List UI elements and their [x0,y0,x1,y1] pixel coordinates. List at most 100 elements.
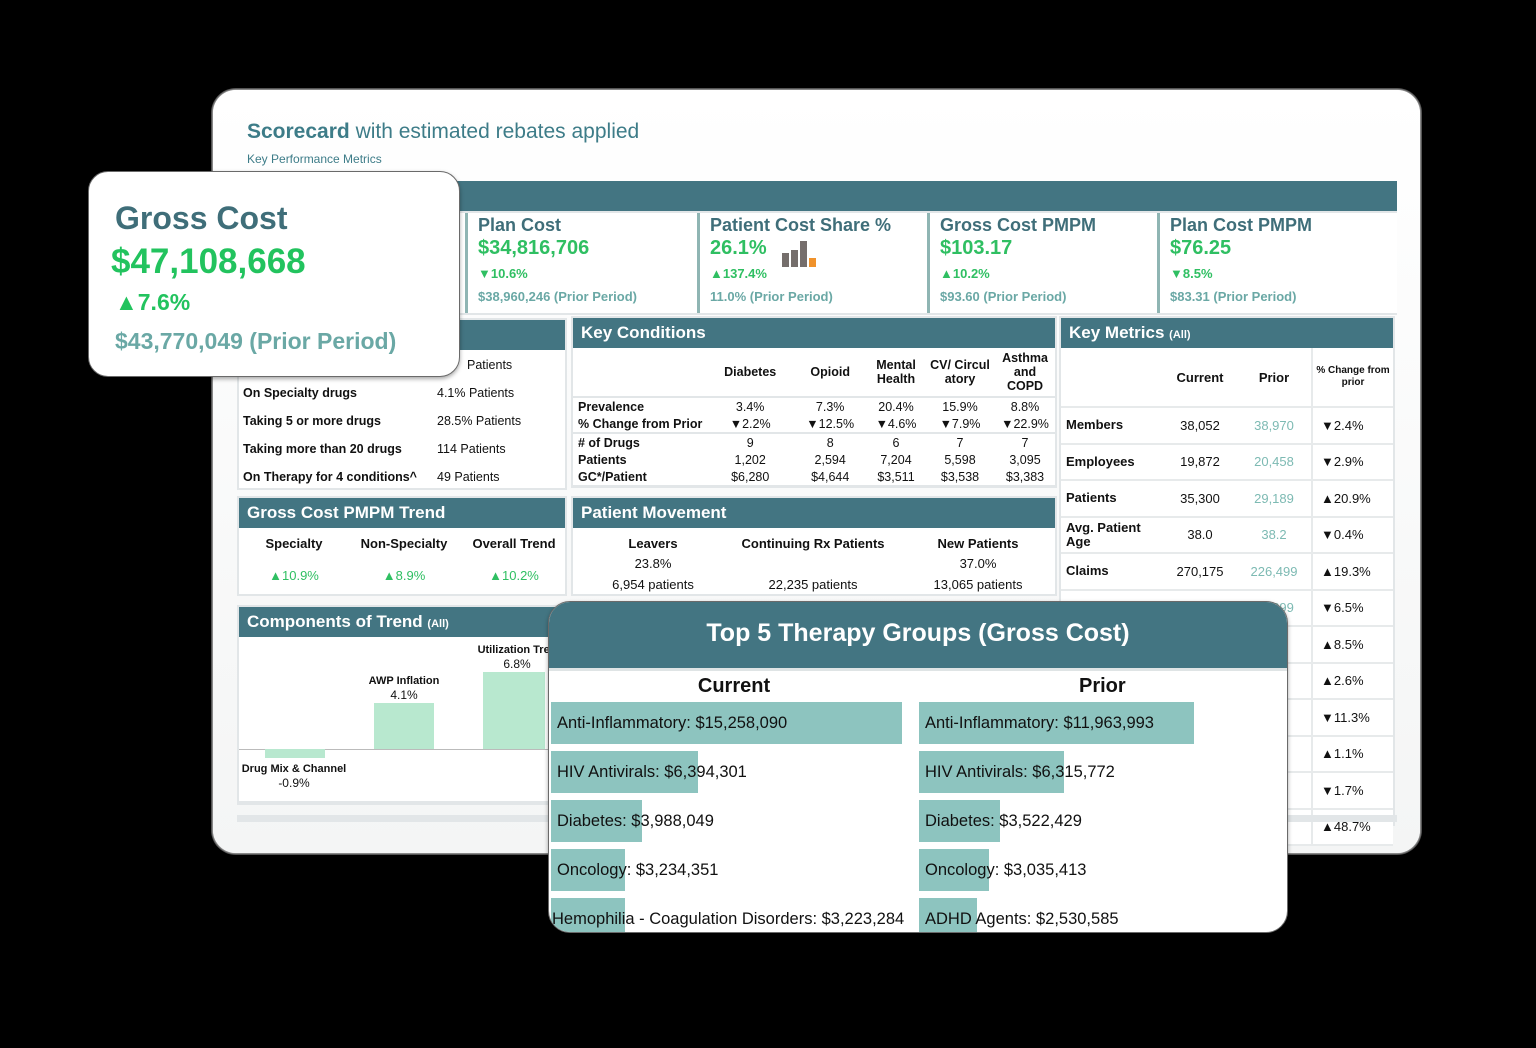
gross-cost-label: Gross Cost [115,200,288,236]
page-title: Scorecard with estimated rebates applied [247,120,639,144]
components-of-trend-header: Components of Trend (All) [239,607,575,637]
therapy-row[interactable]: Oncology: $3,234,351 [551,849,917,891]
top5-title: Top 5 Therapy Groups (Gross Cost) [549,602,1287,671]
therapy-row[interactable]: HIV Antivirals: $6,394,301 [551,751,917,793]
kpi-value: $76.25 [1170,237,1232,259]
patient-movement-body: Leavers 23.8% 6,954 patients Continuing … [573,528,1055,594]
therapy-row[interactable]: HIV Antivirals: $6,315,772 [919,751,1285,793]
key-metrics-title: Key Metrics [1069,323,1165,342]
therapy-bar [551,898,625,932]
kpi-value: 26.1% [710,237,767,259]
kpi-change: ▲10.2% [940,266,990,281]
title-rest: with estimated rebates applied [349,120,640,143]
gross-cost-prior: $43,770,049 (Prior Period) [115,328,397,354]
therapy-row[interactable]: Anti-Inflammatory: $15,258,090 [551,702,917,744]
therapy-bar [919,800,1000,842]
therapy-row[interactable]: Oncology: $3,035,413 [919,849,1285,891]
patient-movement-panel: Patient Movement Leavers 23.8% 6,954 pat… [571,496,1057,596]
zero-axis [239,749,575,750]
column-header: Prior [1237,348,1312,408]
bar-label-utilization: Utilization Tren 6.8% [477,644,557,671]
table-row: GC*/Patient $6,280 $4,644 $3,511 $3,538 … [578,469,1045,484]
gc-pmpm-trend-title: Gross Cost PMPM Trend [239,498,565,528]
key-conditions-panel: Key Conditions Diabetes Opioid Mental He… [571,316,1057,488]
kpi-plan-cost-pmpm[interactable]: Plan Cost PMPM $76.25 ▼8.5% $83.31 (Prio… [1157,213,1380,313]
movement-leavers: Leavers 23.8% 6,954 patients [612,536,694,592]
movement-new: New Patients 37.0% 13,065 patients [933,536,1023,592]
trend-overall: Overall Trend ▲10.2% [472,536,556,583]
kpi-prior: $38,960,246 (Prior Period) [478,289,637,304]
gc-pmpm-trend-panel: Gross Cost PMPM Trend Specialty ▲10.9% N… [237,496,567,596]
therapy-bar [919,898,977,932]
page-subtitle: Key Performance Metrics [247,152,382,166]
key-conditions-body: Diabetes Opioid Mental Health CV/ Circul… [573,348,1055,485]
trend-non-specialty: Non-Specialty ▲8.9% [360,536,448,583]
kpi-change: ▲137.4% [710,266,767,281]
gross-cost-value: $47,108,668 [111,242,306,281]
bar-drug-mix[interactable] [265,749,325,758]
key-conditions-title: Key Conditions [573,318,1055,348]
column-header: Current [1163,348,1237,408]
therapy-bar [919,751,1064,793]
movement-continuing: Continuing Rx Patients 22,235 patients [741,536,885,592]
table-row: Avg. Patient Age 38.0 38.2 ▼0.4% [1061,516,1393,554]
kpi-prior: $93.60 (Prior Period) [940,289,1067,304]
kpi-patient-cost-share[interactable]: Patient Cost Share % 26.1% ▲137.4% 11.0%… [697,213,920,313]
bar-label-drug-mix: Drug Mix & Channel -0.9% [241,763,347,790]
column-header: Opioid [810,365,850,379]
therapy-row[interactable]: ADHD Agents: $2,530,585 [919,898,1285,932]
top5-therapy-card[interactable]: Top 5 Therapy Groups (Gross Cost) Curren… [548,601,1288,933]
table-row: Prevalence 3.4% 7.3% 20.4% 15.9% 8.8% [573,396,1055,415]
table-row: Claims 270,175 226,499 ▲19.3% [1061,553,1393,591]
kpi-value: $34,816,706 [478,237,590,259]
kpi-gross-cost-pmpm[interactable]: Gross Cost PMPM $103.17 ▲10.2% $93.60 (P… [927,213,1150,313]
key-metrics-table: Current Prior % Change from prior Member… [1061,348,1393,846]
kpi-prior: $83.31 (Prior Period) [1170,289,1297,304]
kpi-prior: 11.0% (Prior Period) [710,289,833,304]
column-header: Asthma and COPD [1002,351,1048,393]
components-title: Components of Trend [247,612,423,631]
kpi-plan-cost[interactable]: Plan Cost $34,816,706 ▼10.6% $38,960,246… [465,213,688,313]
gross-cost-card[interactable]: Gross Cost $47,108,668 ▲7.6% $43,770,049… [88,171,460,377]
kpi-change: ▼10.6% [478,266,528,281]
column-header: % Change from prior [1311,348,1393,408]
therapy-row[interactable]: Anti-Inflammatory: $11,963,993 [919,702,1285,744]
therapy-bar [551,849,625,891]
kpi-label: Patient Cost Share % [710,215,892,235]
table-row: # of Drugs 9 8 6 7 7 [573,432,1055,451]
table-row: Patients 35,300 29,189 ▲20.9% [1061,480,1393,518]
therapy-bar [551,751,698,793]
therapy-row[interactable]: Diabetes: $3,522,429 [919,800,1285,842]
scorecard-header: Scorecard with estimated rebates applied… [247,120,639,166]
kpi-value: $103.17 [940,237,1013,259]
key-metrics-header: Key Metrics (All) [1061,318,1393,348]
table-header-row: Current Prior % Change from prior [1061,348,1393,408]
top5-prior-column: Prior Anti-Inflammatory: $11,963,993 HIV… [919,670,1285,932]
table-row: Employees 19,872 20,458 ▼2.9% [1061,443,1393,481]
bar-awp-inflation[interactable] [374,703,434,749]
bar-chart-icon[interactable] [782,237,816,267]
therapy-bar [919,849,989,891]
bar-utilization-trend[interactable] [483,672,545,749]
therapy-row[interactable]: Diabetes: $3,988,049 [551,800,917,842]
therapy-bar [919,702,1194,744]
kpi-label: Gross Cost PMPM [940,215,1097,235]
key-conditions-table: Diabetes Opioid Mental Health CV/ Circul… [573,348,1055,485]
patient-movement-title: Patient Movement [573,498,1055,528]
table-header-row: Diabetes Opioid Mental Health CV/ Circul… [573,348,1055,397]
key-metrics-filter: (All) [1169,329,1191,341]
column-header: Mental Health [876,358,916,386]
column-header: Diabetes [724,365,777,379]
components-chart: Drug Mix & Channel -0.9% AWP Inflation 4.1… [239,637,575,801]
components-of-trend-panel: Components of Trend (All) Drug Mix & Cha… [237,605,577,805]
prior-column-title: Prior [1079,675,1126,697]
title-bold: Scorecard [247,120,350,143]
bar-label-awp-inflation: AWP Inflation 4.1% [368,675,440,702]
gross-cost-change: ▲7.6% [115,289,191,315]
gc-pmpm-trend-body: Specialty ▲10.9% Non-Specialty ▲8.9% Ove… [239,528,565,594]
table-row: % Change from Prior ▼2.2% ▼12.5% ▼4.6% ▼… [578,416,1049,431]
table-row: Members 38,052 38,970 ▼2.4% [1061,407,1393,445]
trend-specialty: Specialty ▲10.9% [265,536,323,583]
top5-current-column: Current Anti-Inflammatory: $15,258,090 H… [551,670,917,932]
therapy-row[interactable]: Hemophilia - Coagulation Disorders: $3,2… [551,898,917,932]
